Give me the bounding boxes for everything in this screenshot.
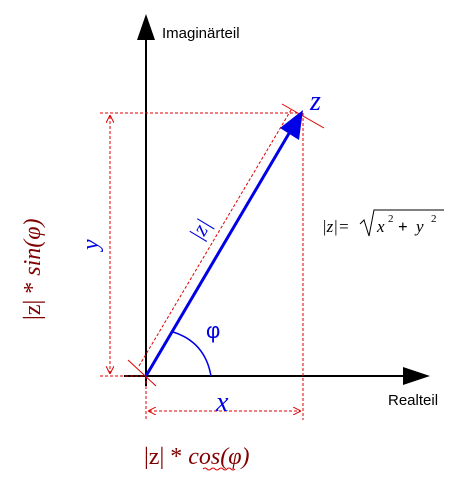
y-sin-formula: |z| * sin(φ) xyxy=(20,218,46,320)
imaginary-axis-label: Imaginärteil xyxy=(162,25,240,42)
z-label: z xyxy=(309,86,321,117)
imaginary-axis-arrowhead xyxy=(137,14,155,40)
phi-label: φ xyxy=(206,318,220,343)
angle-arc xyxy=(172,331,212,377)
x-cos-prefix: |z| * xyxy=(144,444,188,470)
formula-x-exp: 2 xyxy=(388,213,394,225)
y-sin-func: sin(φ) xyxy=(20,218,46,275)
vector-z xyxy=(144,110,303,377)
modulus-label: |z| xyxy=(184,214,216,245)
formula-x: x xyxy=(376,217,385,236)
formula-lhs: |z|= xyxy=(322,217,349,236)
y-sin-prefix: |z| * xyxy=(20,276,46,320)
real-axis-label: Realteil xyxy=(388,392,438,409)
formula-y-exp: 2 xyxy=(431,213,437,225)
axes xyxy=(124,14,430,386)
x-label: x xyxy=(215,387,229,418)
vector-z-arrowhead xyxy=(280,110,303,140)
formula-y: y xyxy=(414,217,424,236)
vector-z-shaft xyxy=(144,129,293,377)
cos-underline-squiggle xyxy=(202,467,236,471)
x-cos-formula: |z| * cos(φ) xyxy=(144,444,250,470)
sqrt-sign xyxy=(359,209,444,237)
modulus-formula: |z|= x 2 + y 2 xyxy=(322,209,444,237)
formula-plus: + xyxy=(398,217,408,236)
real-axis-arrowhead xyxy=(403,367,430,385)
x-cos-func: cos(φ) xyxy=(188,444,249,470)
end-ticks xyxy=(127,103,325,387)
guide-lines xyxy=(100,109,304,420)
y-label: y xyxy=(78,239,104,252)
